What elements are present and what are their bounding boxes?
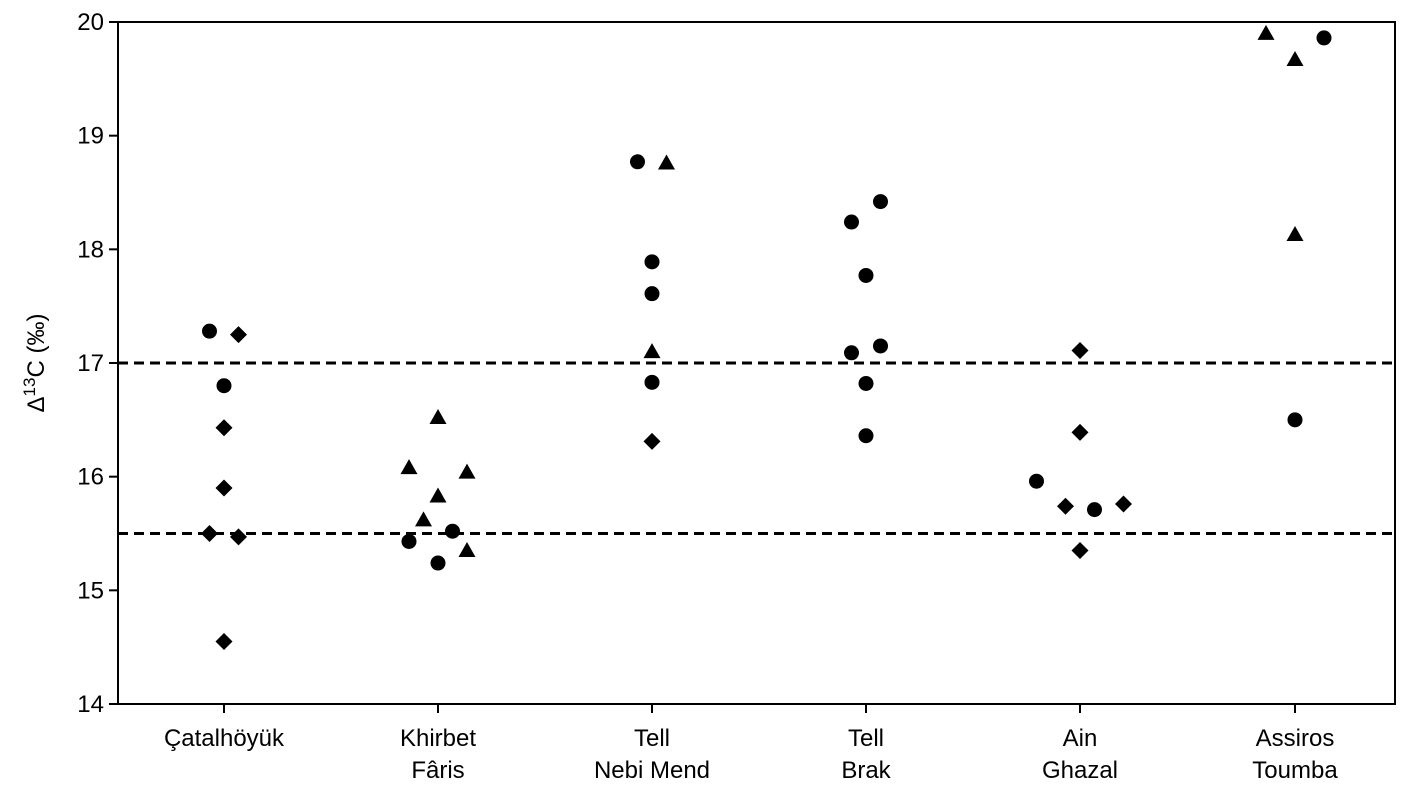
point-circle — [202, 323, 217, 339]
data-points — [201, 24, 1332, 650]
point-diamond — [215, 632, 233, 650]
point-circle — [1029, 473, 1044, 489]
point-triangle — [658, 154, 675, 170]
point-circle — [445, 523, 460, 539]
point-circle — [1087, 502, 1102, 518]
point-triangle — [458, 542, 476, 558]
point-circle — [1316, 30, 1332, 46]
point-diamond — [215, 419, 233, 437]
point-circle — [844, 345, 859, 361]
point-diamond — [1115, 495, 1132, 513]
y-axis-title-sup: 13 — [20, 378, 39, 397]
y-tick-label: 18 — [77, 236, 104, 263]
point-circle — [401, 533, 417, 549]
point-diamond — [1071, 341, 1089, 359]
y-axis-title: Δ13C (‰) — [20, 314, 51, 413]
x-tick-label: Tell Nebi Mend — [594, 725, 710, 784]
point-triangle — [1286, 226, 1304, 242]
point-circle — [858, 267, 874, 283]
point-circle — [644, 254, 660, 270]
y-axis-title-prefix: Δ — [23, 396, 50, 412]
y-axis-title-suffix: C (‰) — [23, 314, 50, 378]
point-triangle — [415, 511, 432, 527]
plot-frame — [117, 21, 1396, 705]
point-diamond — [230, 326, 247, 344]
y-tick-label: 17 — [77, 350, 104, 377]
point-diamond — [1057, 497, 1074, 515]
point-diamond — [643, 432, 661, 450]
point-circle — [430, 555, 446, 571]
x-tick-label: Tell Brak — [841, 725, 891, 784]
y-tick-label: 15 — [77, 577, 104, 604]
x-tick-label: Ain Ghazal — [1042, 725, 1118, 784]
x-axis: Çatalhöyük Khirbet Fâris Tell Nebi Mend Tell B… — [164, 704, 1338, 784]
y-tick-label: 14 — [77, 691, 104, 718]
point-triangle — [400, 459, 418, 475]
point-circle — [844, 214, 859, 230]
point-triangle — [643, 343, 661, 359]
y-tick-label: 16 — [77, 464, 104, 491]
point-circle — [858, 428, 874, 444]
point-triangle — [429, 487, 447, 503]
point-circle — [630, 154, 645, 170]
point-diamond — [1071, 542, 1089, 560]
point-diamond — [215, 479, 233, 497]
point-diamond — [201, 525, 218, 542]
point-triangle — [429, 409, 447, 425]
x-tick-label: Assiros Toumba — [1252, 725, 1338, 784]
y-axis: 14 15 16 17 18 19 20 — [77, 9, 118, 718]
y-tick-label: 20 — [77, 9, 104, 36]
point-triangle — [458, 463, 476, 479]
x-tick-label: Çatalhöyük — [164, 725, 285, 752]
point-circle — [1287, 412, 1303, 428]
point-triangle — [1257, 24, 1275, 40]
x-tick-label: Khirbet Fâris — [400, 725, 476, 784]
point-circle — [873, 194, 888, 210]
point-circle — [873, 338, 888, 354]
point-circle — [644, 286, 660, 302]
point-diamond — [230, 528, 247, 546]
point-circle — [858, 375, 874, 391]
point-circle — [644, 374, 660, 390]
point-circle — [216, 378, 232, 394]
point-diamond — [1071, 423, 1089, 441]
reference-lines — [118, 361, 1395, 535]
point-triangle — [1286, 51, 1304, 67]
y-tick-label: 19 — [77, 123, 104, 150]
